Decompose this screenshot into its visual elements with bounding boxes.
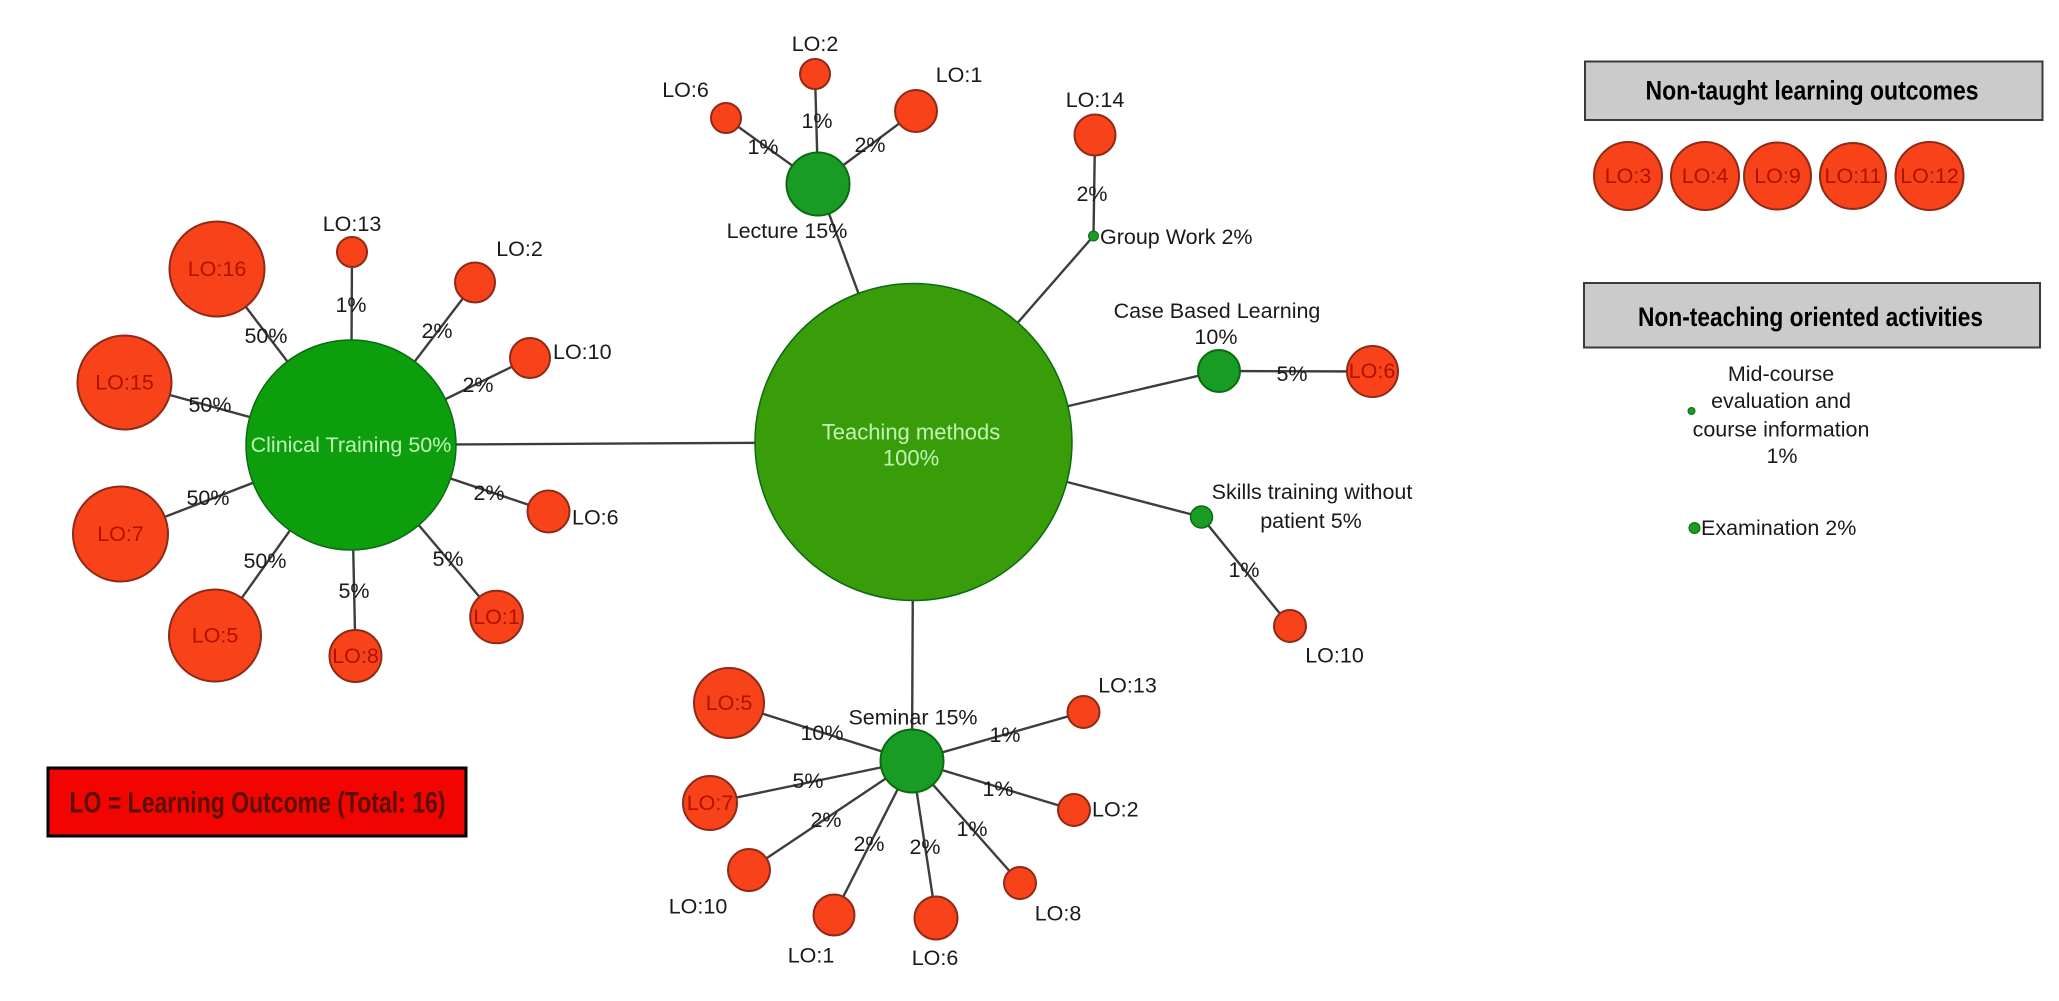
svg-text:Group Work 2%: Group Work 2% (1100, 225, 1253, 249)
svg-text:LO:14: LO:14 (1066, 88, 1125, 112)
svg-text:LO:6: LO:6 (912, 946, 959, 970)
svg-text:LO:10: LO:10 (1305, 644, 1364, 668)
svg-text:Seminar 15%: Seminar 15% (848, 706, 977, 730)
svg-text:Examination 2%: Examination 2% (1701, 516, 1856, 540)
svg-text:LO:9: LO:9 (1754, 164, 1801, 188)
svg-text:LO:6: LO:6 (662, 78, 709, 102)
svg-text:50%: 50% (186, 486, 229, 510)
svg-text:LO:2: LO:2 (496, 237, 543, 261)
svg-text:LO:6: LO:6 (1349, 359, 1396, 383)
svg-text:2%: 2% (473, 481, 504, 505)
svg-text:Non-taught learning outcomes: Non-taught learning outcomes (1646, 76, 1979, 106)
svg-text:2%: 2% (854, 133, 885, 157)
svg-text:LO:16: LO:16 (188, 257, 247, 281)
svg-text:LO:1: LO:1 (936, 63, 983, 87)
svg-text:50%: 50% (243, 549, 286, 573)
svg-text:5%: 5% (338, 579, 369, 603)
svg-text:course information: course information (1693, 418, 1870, 442)
svg-text:LO:7: LO:7 (97, 522, 144, 546)
svg-text:Clinical Training 50%: Clinical Training 50% (251, 433, 452, 457)
svg-text:evaluation and: evaluation and (1711, 389, 1851, 413)
svg-text:Lecture 15%: Lecture 15% (727, 219, 848, 243)
svg-text:2%: 2% (909, 835, 940, 859)
svg-text:LO:8: LO:8 (1035, 902, 1082, 926)
svg-text:LO:11: LO:11 (1825, 164, 1882, 188)
svg-text:2%: 2% (462, 373, 493, 397)
svg-text:LO:15: LO:15 (95, 371, 154, 395)
svg-text:LO:13: LO:13 (1098, 674, 1157, 698)
svg-text:5%: 5% (432, 547, 463, 571)
svg-text:LO:8: LO:8 (332, 644, 379, 668)
svg-text:LO:6: LO:6 (572, 506, 619, 530)
svg-text:1%: 1% (989, 723, 1020, 747)
svg-text:50%: 50% (244, 324, 287, 348)
svg-text:Case Based Learning: Case Based Learning (1114, 299, 1321, 323)
svg-text:LO:12: LO:12 (1900, 164, 1959, 188)
svg-text:Teaching methods: Teaching methods (822, 420, 1001, 445)
svg-text:LO:10: LO:10 (669, 895, 728, 919)
svg-text:LO:1: LO:1 (788, 944, 835, 968)
svg-text:LO:2: LO:2 (1092, 798, 1139, 822)
svg-text:Mid-course: Mid-course (1728, 362, 1834, 386)
svg-text:LO:5: LO:5 (706, 691, 753, 715)
svg-text:1%: 1% (747, 135, 778, 159)
svg-text:1%: 1% (1766, 444, 1797, 468)
svg-text:1%: 1% (982, 777, 1013, 801)
svg-text:2%: 2% (421, 319, 452, 343)
svg-text:LO:13: LO:13 (323, 212, 382, 236)
svg-text:1%: 1% (801, 109, 832, 133)
svg-text:patient 5%: patient 5% (1260, 509, 1362, 533)
svg-text:Non-teaching oriented activiti: Non-teaching oriented activities (1638, 302, 1983, 332)
svg-text:5%: 5% (792, 769, 823, 793)
svg-text:10%: 10% (800, 721, 843, 745)
svg-text:5%: 5% (1276, 362, 1307, 386)
svg-text:2%: 2% (810, 808, 841, 832)
svg-text:Skills training without: Skills training without (1212, 480, 1413, 504)
svg-text:1%: 1% (1228, 558, 1259, 582)
svg-text:LO:1: LO:1 (473, 605, 520, 629)
svg-text:LO:5: LO:5 (192, 624, 239, 648)
svg-text:2%: 2% (853, 832, 884, 856)
svg-text:LO:4: LO:4 (1682, 164, 1729, 188)
svg-text:2%: 2% (1076, 182, 1107, 206)
svg-text:LO:10: LO:10 (553, 340, 612, 364)
svg-text:1%: 1% (335, 293, 366, 317)
svg-text:10%: 10% (1194, 325, 1237, 349)
svg-text:LO = Learning Outcome (Total:: LO = Learning Outcome (Total: 16) (70, 787, 446, 820)
svg-text:LO:3: LO:3 (1605, 164, 1652, 188)
svg-text:100%: 100% (883, 446, 939, 471)
svg-text:1%: 1% (956, 817, 987, 841)
svg-text:LO:2: LO:2 (792, 32, 839, 56)
svg-text:LO:7: LO:7 (687, 791, 734, 815)
svg-text:50%: 50% (188, 393, 231, 417)
